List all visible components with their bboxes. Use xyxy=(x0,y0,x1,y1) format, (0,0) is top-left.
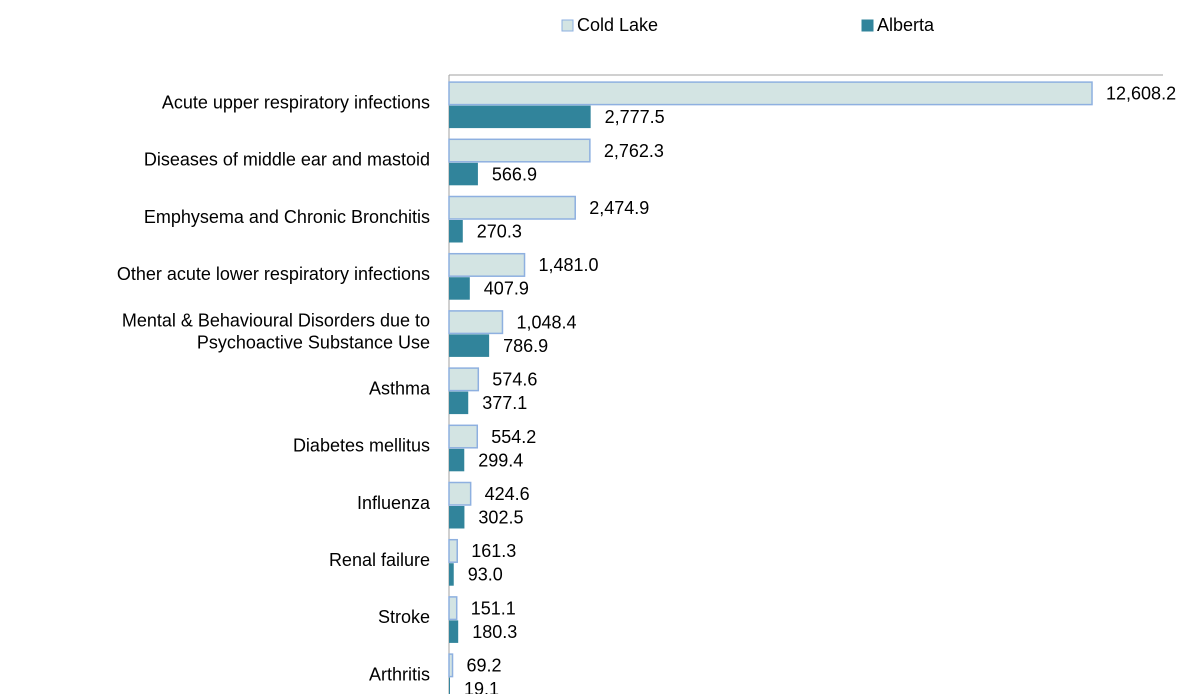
value-label: 377.1 xyxy=(482,393,527,413)
value-label: 180.3 xyxy=(472,622,517,642)
value-label: 12,608.2 xyxy=(1106,84,1176,104)
bar xyxy=(449,677,450,694)
bar xyxy=(449,105,591,129)
category-label: Emphysema and Chronic Bronchitis xyxy=(144,207,430,227)
value-label: 786.9 xyxy=(503,336,548,356)
legend-swatch xyxy=(861,19,874,32)
bar xyxy=(449,620,459,643)
legend-label: Cold Lake xyxy=(577,15,658,35)
value-label: 299.4 xyxy=(478,450,523,470)
bar xyxy=(449,334,490,357)
bar xyxy=(449,448,465,472)
value-label: 151.1 xyxy=(471,598,516,618)
bar xyxy=(448,81,1093,106)
bar xyxy=(449,563,454,586)
category-label: Influenza xyxy=(357,493,431,513)
value-label: 407.9 xyxy=(484,279,529,299)
bar xyxy=(448,596,458,621)
bar xyxy=(448,538,458,563)
value-label: 554.2 xyxy=(491,427,536,447)
category-label: Renal failure xyxy=(329,550,430,570)
legend-swatch xyxy=(561,19,574,32)
value-label: 2,474.9 xyxy=(589,198,649,218)
value-label: 270.3 xyxy=(477,222,522,242)
bar xyxy=(448,195,576,220)
value-label: 566.9 xyxy=(492,164,537,184)
value-label: 161.3 xyxy=(471,541,516,561)
category-label: Diseases of middle ear and mastoid xyxy=(144,150,430,170)
category-label: Diabetes mellitus xyxy=(293,436,430,456)
bar xyxy=(448,367,480,392)
value-label: 2,777.5 xyxy=(605,107,665,127)
bar xyxy=(448,653,454,678)
bar xyxy=(449,220,463,243)
bar xyxy=(448,424,479,449)
value-label: 2,762.3 xyxy=(604,141,664,161)
value-label: 302.5 xyxy=(478,508,523,528)
category-label: Asthma xyxy=(369,378,431,398)
value-label: 69.2 xyxy=(467,656,502,676)
bar xyxy=(449,162,478,186)
category-label: Stroke xyxy=(378,607,430,627)
value-label: 574.6 xyxy=(492,370,537,390)
value-label: 1,481.0 xyxy=(539,255,599,275)
value-label: 19.1 xyxy=(464,679,499,694)
bar xyxy=(449,277,470,300)
category-label: Arthritis xyxy=(369,664,430,684)
bar xyxy=(449,506,465,529)
category-label: Other acute lower respiratory infections xyxy=(117,264,430,284)
value-label: 93.0 xyxy=(468,565,503,585)
bar xyxy=(449,391,469,415)
value-label: 1,048.4 xyxy=(516,312,576,332)
bar xyxy=(448,252,526,277)
value-label: 424.6 xyxy=(485,484,530,504)
bar xyxy=(448,481,472,506)
category-label: Acute upper respiratory infections xyxy=(162,92,430,112)
bar xyxy=(448,310,504,335)
legend-label: Alberta xyxy=(877,15,935,35)
bar xyxy=(448,138,591,163)
category-label: Mental & Behavioural Disorders due to Psy… xyxy=(122,310,430,352)
